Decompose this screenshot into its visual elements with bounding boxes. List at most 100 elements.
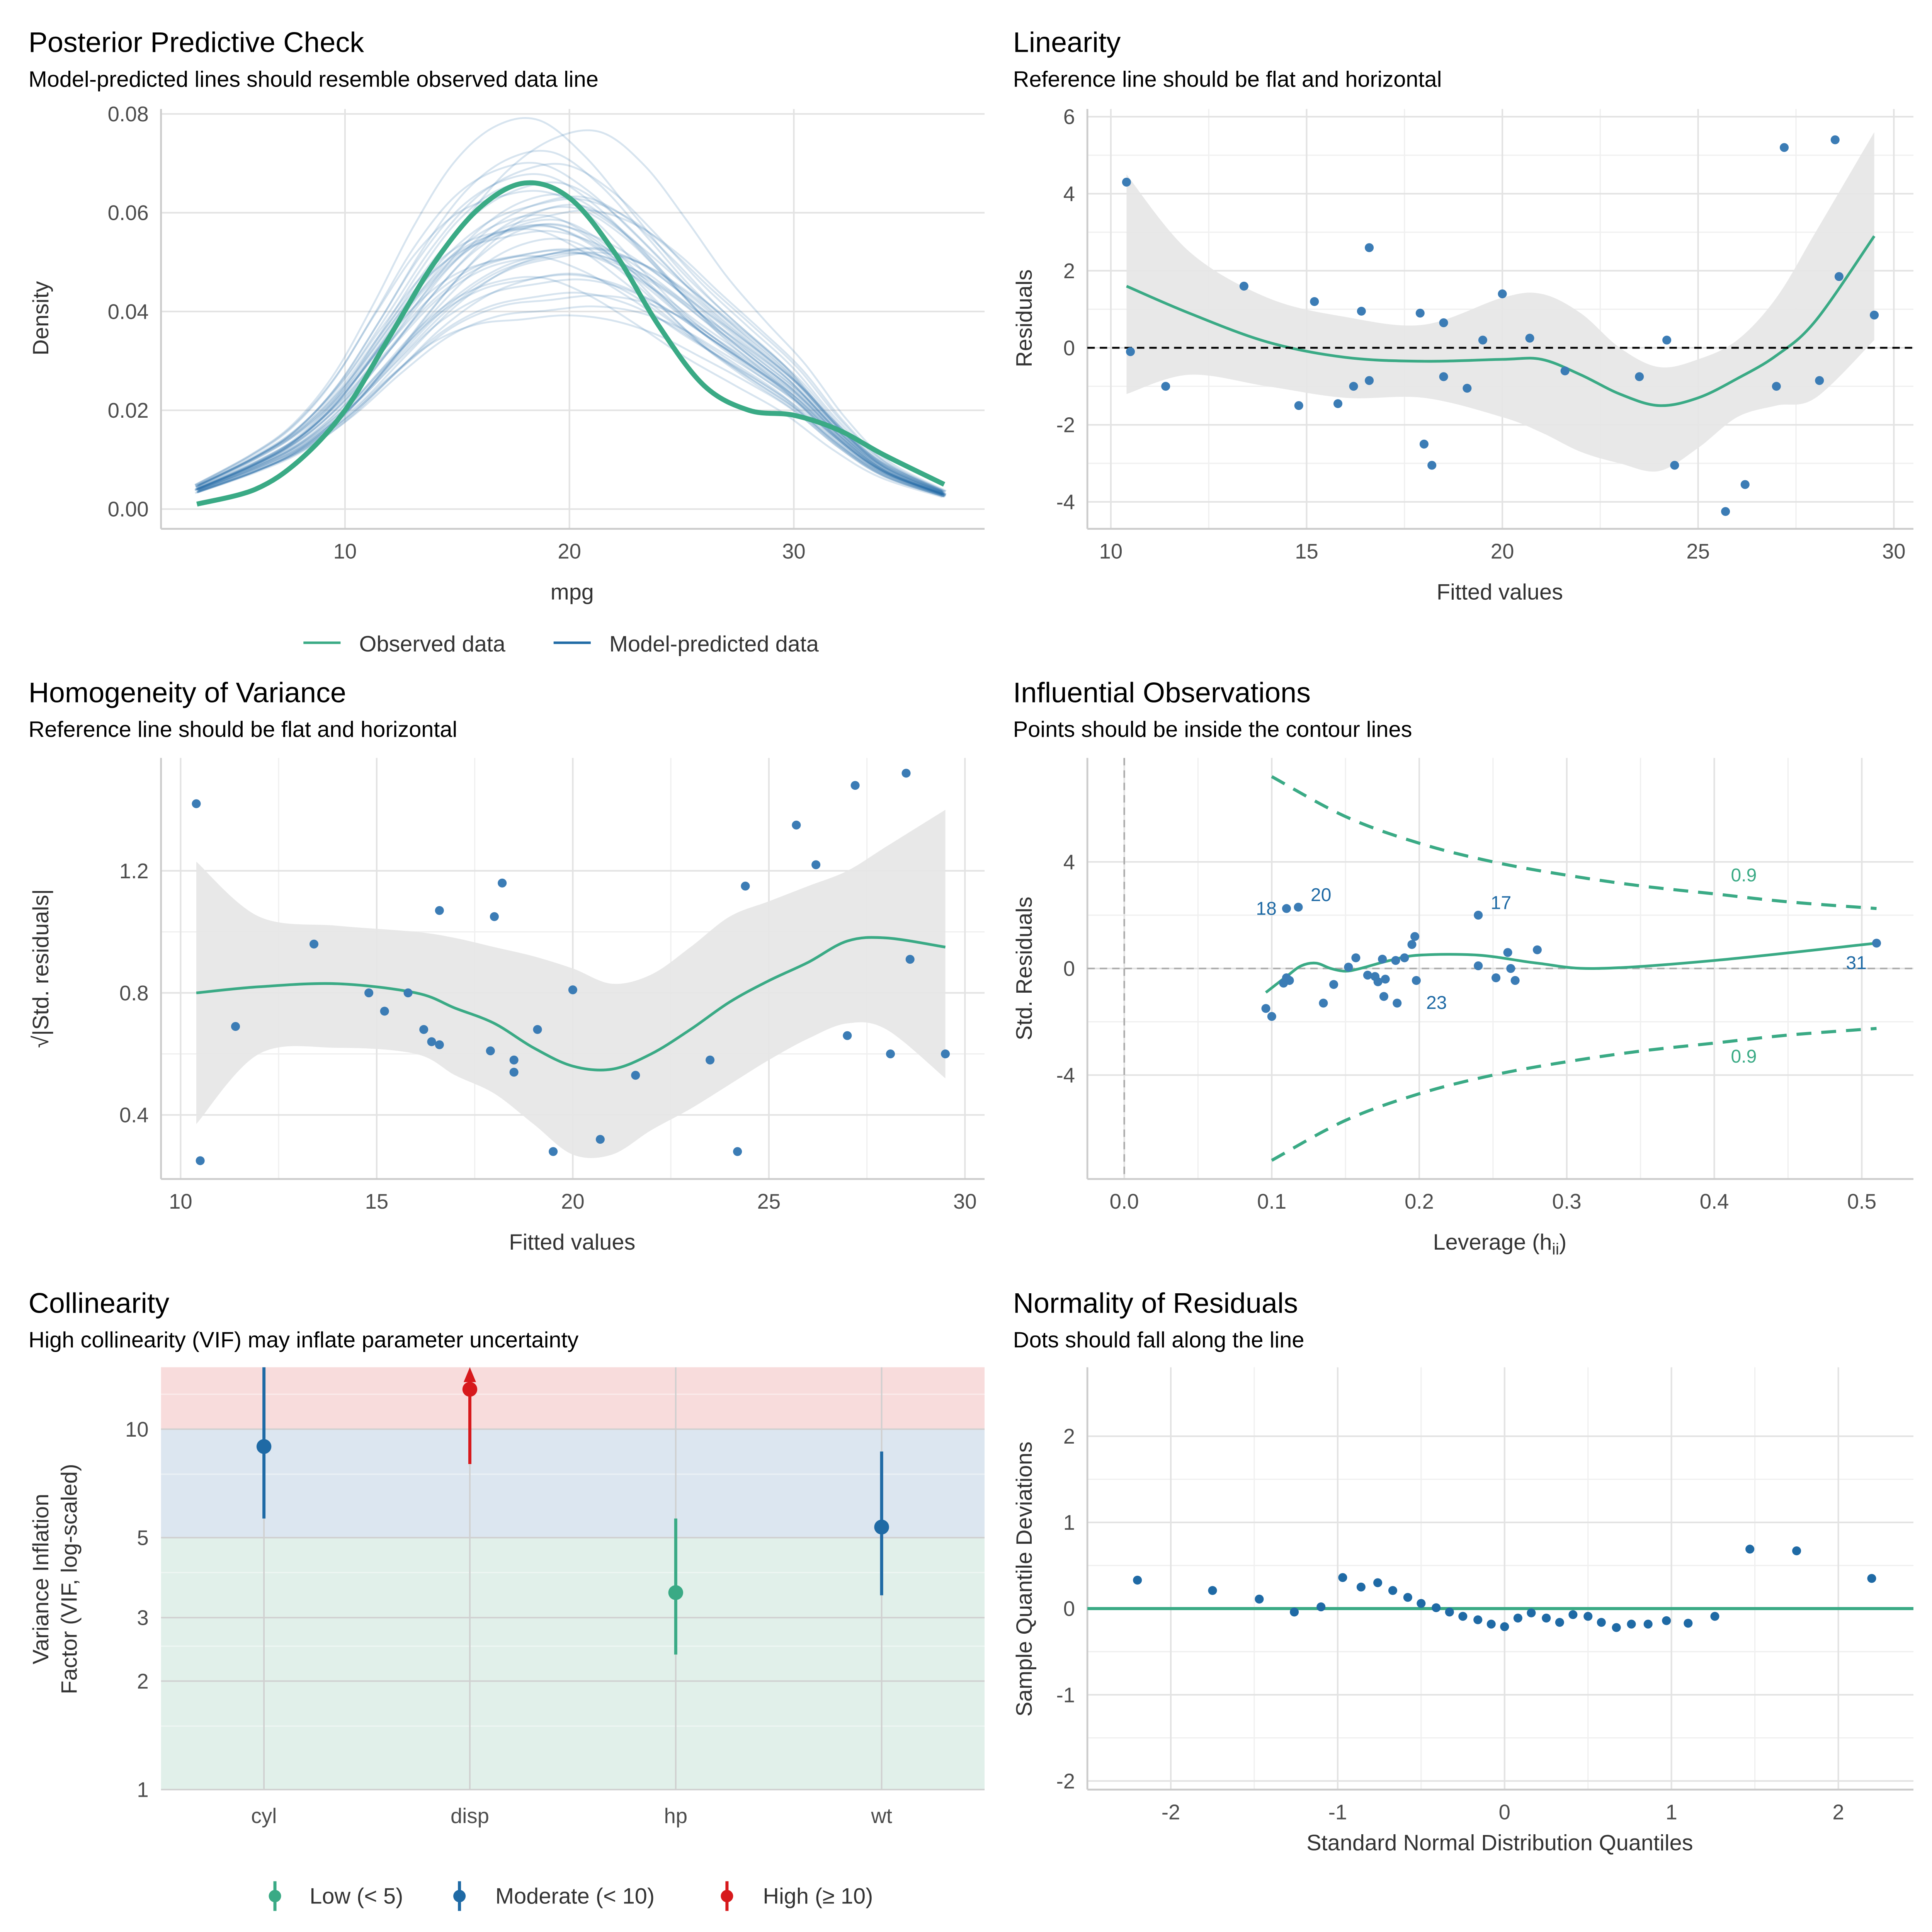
x-tick-label: 30	[1882, 540, 1906, 563]
data-point	[1525, 333, 1534, 343]
vif-point	[462, 1382, 478, 1397]
model-predicted-line	[199, 251, 947, 495]
y-tick-label: 0.04	[108, 300, 149, 323]
model-predicted-line	[196, 248, 945, 495]
legend-low: Low (< 5)	[310, 1884, 403, 1908]
smooth-line	[1126, 235, 1876, 407]
smooth-line	[1265, 942, 1877, 994]
legend-moderate: Moderate (< 10)	[495, 1884, 655, 1908]
data-point	[549, 1147, 558, 1156]
vif-band-moderate	[161, 1429, 985, 1538]
model-predicted-line	[198, 248, 946, 495]
data-point	[568, 985, 577, 995]
data-point	[1427, 461, 1437, 470]
x-tick-label: 15	[1295, 540, 1318, 563]
x-axis-label: mpg	[551, 580, 594, 604]
vif-band-high	[161, 1367, 985, 1429]
y-tick-label: 2	[1063, 259, 1075, 283]
data-point	[1349, 382, 1358, 391]
x-tick-label: 0.3	[1552, 1190, 1582, 1213]
data-point	[1612, 1623, 1621, 1632]
y-tick-label: 0.06	[108, 201, 149, 225]
observation-label: 23	[1426, 992, 1447, 1013]
data-point	[1780, 143, 1789, 152]
data-point	[1338, 1573, 1347, 1582]
model-predicted-line	[194, 117, 943, 492]
data-point	[1510, 976, 1520, 985]
data-point	[1498, 289, 1507, 299]
vif-point	[256, 1439, 272, 1454]
data-point	[533, 1025, 542, 1034]
data-point	[1555, 1618, 1564, 1627]
model-predicted-line	[195, 173, 943, 493]
y-tick-label: 1	[137, 1778, 148, 1802]
data-point	[631, 1071, 640, 1080]
data-point	[1356, 1582, 1366, 1592]
x-axis-label: Leverage (hii)	[1433, 1230, 1567, 1258]
data-point	[1492, 973, 1501, 983]
y-tick-label: 0.8	[119, 981, 149, 1005]
x-axis-label: Fitted values	[1437, 580, 1563, 604]
data-point	[1463, 384, 1472, 393]
model-predicted-line	[197, 272, 946, 498]
data-point	[1830, 135, 1840, 145]
data-point	[1458, 1612, 1468, 1621]
y-axis-label: Residuals	[1012, 269, 1037, 367]
model-predicted-line	[198, 209, 946, 493]
x-tick-label: 20	[1491, 540, 1514, 563]
y-tick-label: 5	[137, 1526, 148, 1550]
data-point	[1417, 1599, 1426, 1608]
observation-label: 17	[1491, 892, 1511, 913]
data-point	[1316, 1602, 1326, 1612]
y-axis-label-line1: Variance Inflation	[29, 1494, 53, 1664]
y-tick-label: 10	[125, 1418, 149, 1441]
data-point	[1126, 347, 1135, 356]
data-point	[1503, 948, 1512, 957]
model-predicted-line	[195, 230, 944, 494]
x-tick-label: 0.2	[1405, 1190, 1434, 1213]
legend: Low (< 5) Moderate (< 10) High (≥ 10)	[269, 1881, 873, 1911]
data-point	[380, 1007, 389, 1016]
model-predicted-line	[194, 228, 943, 496]
model-predicted-line	[196, 218, 944, 497]
y-tick-label: 0.4	[119, 1104, 149, 1127]
model-predicted-line	[195, 225, 944, 495]
data-point	[1506, 964, 1515, 973]
data-point	[1745, 1544, 1755, 1554]
model-predicted-line	[197, 196, 946, 494]
model-predicted-line	[195, 150, 944, 493]
y-tick-label: -2	[1056, 1769, 1075, 1793]
y-tick-label: 0.02	[108, 399, 149, 422]
panel-title: Normality of Residuals	[1013, 1287, 1298, 1319]
x-tick-label: -1	[1328, 1800, 1347, 1824]
data-point	[1365, 243, 1374, 252]
data-point	[1662, 335, 1672, 345]
data-point	[1486, 1619, 1496, 1629]
data-point	[1635, 372, 1644, 381]
x-tick-label: cyl	[251, 1804, 277, 1828]
data-point	[1439, 372, 1448, 381]
x-tick-label: 15	[365, 1190, 389, 1213]
x-tick-label: 25	[1686, 540, 1710, 563]
legend-high: High (≥ 10)	[763, 1884, 873, 1908]
panel-subtitle: Reference line should be flat and horizo…	[29, 717, 457, 742]
data-point	[905, 955, 915, 964]
data-point	[1410, 932, 1420, 941]
data-point	[1834, 272, 1844, 281]
legend-moderate-key	[453, 1890, 466, 1903]
model-predicted-line	[196, 163, 945, 492]
data-point	[1500, 1622, 1509, 1631]
data-point	[1373, 977, 1383, 986]
data-point	[1560, 366, 1570, 376]
y-tick-label: 0.08	[108, 102, 149, 126]
data-point	[1870, 310, 1879, 320]
observation-label: 18	[1256, 898, 1276, 919]
data-point	[1255, 1594, 1264, 1604]
x-tick-label: 0	[1499, 1800, 1510, 1824]
data-point	[1740, 480, 1750, 489]
x-tick-label: 20	[561, 1190, 585, 1213]
model-predicted-line	[196, 181, 944, 494]
y-tick-label: 2	[1063, 1425, 1075, 1448]
data-point	[941, 1049, 950, 1059]
